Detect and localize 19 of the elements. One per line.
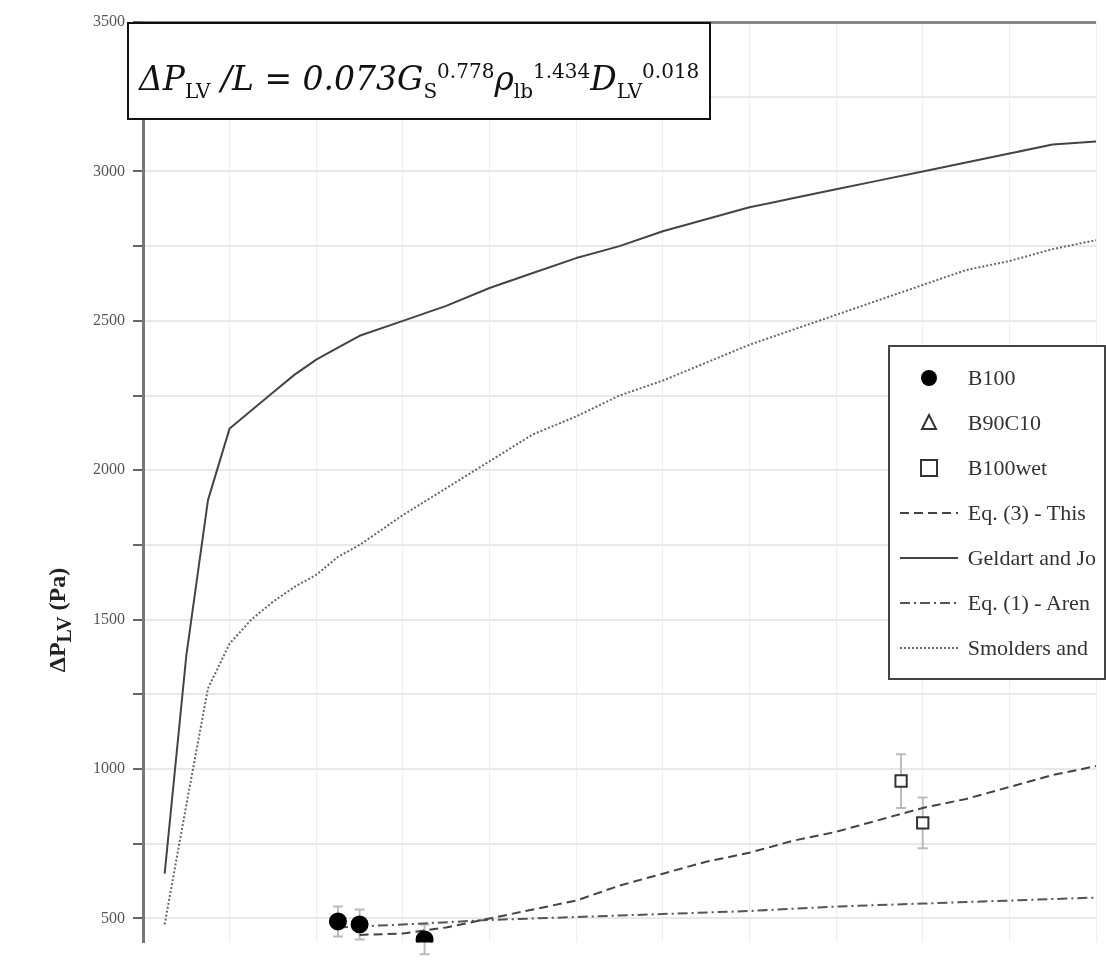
legend-label: Eq. (1) - Aren bbox=[967, 589, 1090, 616]
point bbox=[916, 816, 930, 830]
point bbox=[328, 912, 347, 931]
y-tick-label: 1500 bbox=[93, 609, 125, 627]
y-tick-label: 2500 bbox=[93, 311, 125, 329]
line-series bbox=[163, 239, 1097, 926]
legend-label: Geldart and Jo bbox=[967, 544, 1096, 571]
legend-label: Smolders and bbox=[967, 634, 1089, 661]
y-tick-label: 1000 bbox=[93, 759, 125, 777]
y-tick-label: 500 bbox=[101, 908, 125, 926]
legend-label: Eq. (3) - This bbox=[967, 499, 1086, 526]
legend-label: B100wet bbox=[967, 454, 1048, 481]
y-tick-label: 3000 bbox=[93, 161, 125, 179]
legend-label: B100 bbox=[967, 364, 1016, 391]
y-tick-label: 2000 bbox=[93, 460, 125, 478]
point bbox=[350, 915, 369, 934]
point bbox=[894, 774, 908, 788]
legend-label: B90C10 bbox=[967, 409, 1042, 436]
y-tick-label: 3500 bbox=[93, 12, 125, 30]
